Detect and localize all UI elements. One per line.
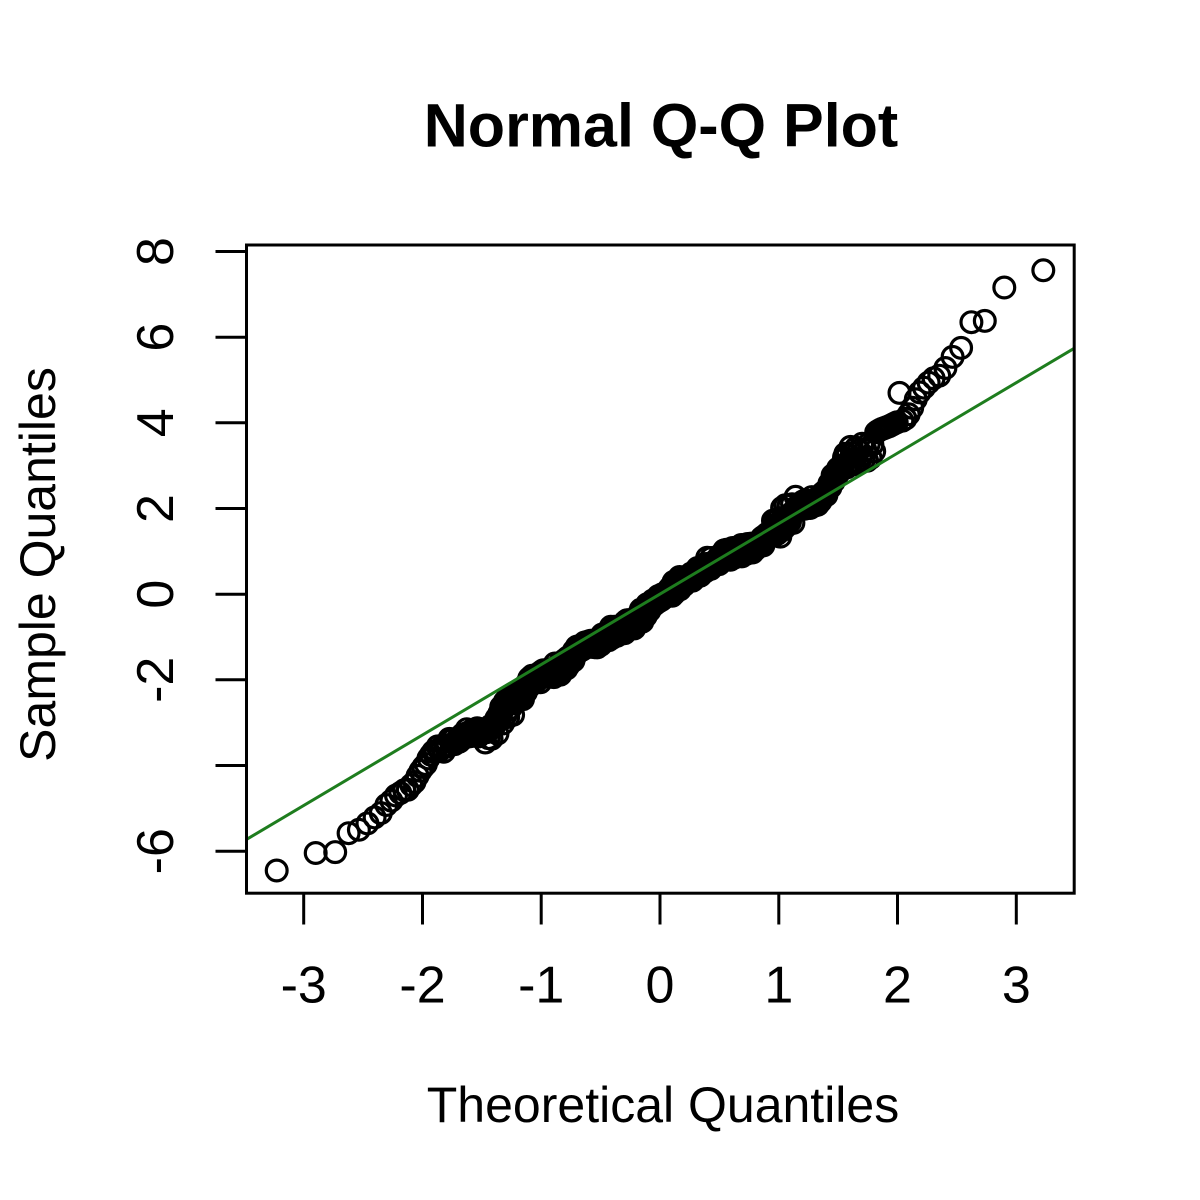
- svg-text:2: 2: [883, 957, 912, 1015]
- svg-text:3: 3: [1002, 957, 1031, 1015]
- svg-text:0: 0: [127, 580, 185, 609]
- svg-text:8: 8: [127, 237, 185, 266]
- svg-text:-3: -3: [281, 957, 327, 1015]
- svg-text:Theoretical Quantiles: Theoretical Quantiles: [427, 1077, 899, 1133]
- svg-text:Sample Quantiles: Sample Quantiles: [10, 367, 66, 762]
- svg-text:-6: -6: [127, 828, 185, 874]
- svg-text:-2: -2: [127, 657, 185, 703]
- svg-text:2: 2: [127, 494, 185, 523]
- svg-text:1: 1: [764, 957, 793, 1015]
- svg-text:0: 0: [646, 957, 675, 1015]
- svg-text:Normal Q-Q Plot: Normal Q-Q Plot: [424, 91, 898, 159]
- svg-text:4: 4: [127, 408, 185, 437]
- svg-text:-2: -2: [399, 957, 445, 1015]
- svg-text:6: 6: [127, 323, 185, 352]
- svg-text:-1: -1: [518, 957, 564, 1015]
